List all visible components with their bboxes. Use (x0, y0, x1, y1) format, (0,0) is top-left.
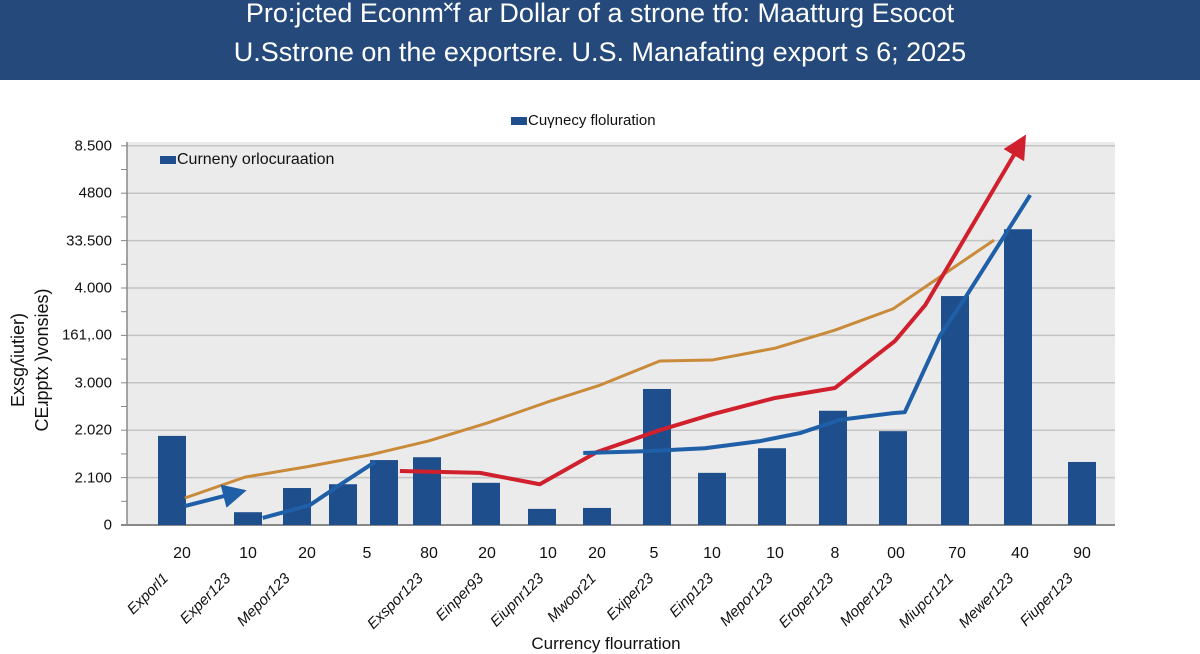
bar (1068, 461, 1096, 525)
y-tick-label: 4.000 (74, 279, 112, 297)
legend-label: Cuγnecy floluration (528, 112, 656, 129)
series-line (262, 460, 377, 520)
x-tick-number: 40 (1011, 545, 1029, 562)
x-tick-number: 10 (539, 545, 557, 562)
legend-swatch (511, 116, 527, 125)
bar (643, 388, 671, 525)
legend-label: Curneny orlocuraation (177, 151, 335, 168)
x-tick-number: 00 (887, 545, 905, 562)
title-bar: Pro:jcted Econm˟f ar Dollar of a strone … (0, 0, 1200, 80)
y-tick-label: 0 (103, 516, 112, 534)
x-tick-number: 10 (239, 545, 257, 562)
y-axis-label-line-1: Exsgʎiutier) (8, 312, 28, 408)
series-line (583, 194, 1032, 455)
x-tick-number: 70 (948, 545, 966, 562)
y-axis-label: Exsgʎiutier) CEɹpptx )vonsies) (6, 288, 54, 431)
legend-top: Cuγnecy floluration (511, 112, 656, 129)
bar (413, 457, 441, 525)
bar (583, 507, 611, 525)
x-axis-title: Currency flourration (531, 634, 681, 653)
bar (234, 512, 262, 525)
bar (758, 448, 786, 525)
x-tick-number: 90 (1073, 545, 1091, 562)
y-tick-label: 2.100 (74, 469, 112, 487)
x-tick-number: 20 (478, 545, 496, 562)
bar (941, 296, 969, 525)
chart-title-line-1: Pro:jcted Econm˟f ar Dollar of a strone … (245, 0, 955, 28)
bar (879, 431, 907, 525)
bar (819, 410, 847, 525)
bar (370, 460, 398, 525)
y-tick-label: 4800 (78, 184, 112, 202)
x-tick-number: 80 (420, 545, 438, 562)
x-tick-number: 5 (362, 545, 372, 562)
bar (158, 435, 186, 525)
x-tick-number: 10 (766, 545, 784, 562)
x-tick-number: 10 (703, 545, 721, 562)
y-tick-label: 161,.00 (61, 326, 112, 344)
chart-title-line-2: U.Sstrone on the exportsre. U.S. Manafat… (233, 37, 967, 67)
y-tick-label: 2.020 (74, 421, 112, 439)
x-tick-number: 20 (173, 545, 191, 562)
x-tick-number: 20 (298, 545, 316, 562)
bar (698, 472, 726, 525)
legend-swatch (160, 156, 176, 164)
bar (472, 482, 500, 525)
y-axis-label-line-2: CEɹpptx )vonsies) (32, 288, 52, 432)
y-tick-label: 8.500 (74, 137, 112, 155)
y-tick-label: 33.500 (66, 232, 112, 250)
series-line (184, 238, 995, 500)
x-tick-number: 5 (649, 545, 659, 562)
series-line (399, 134, 1027, 487)
x-tick-number: 20 (588, 545, 606, 562)
bar (528, 508, 556, 525)
y-tick-label: 3.000 (74, 374, 112, 392)
series-line (184, 484, 247, 508)
bar (1004, 229, 1032, 525)
x-tick-number: 8 (830, 545, 840, 562)
legend-inner: Curneny orlocuraation (160, 151, 334, 169)
